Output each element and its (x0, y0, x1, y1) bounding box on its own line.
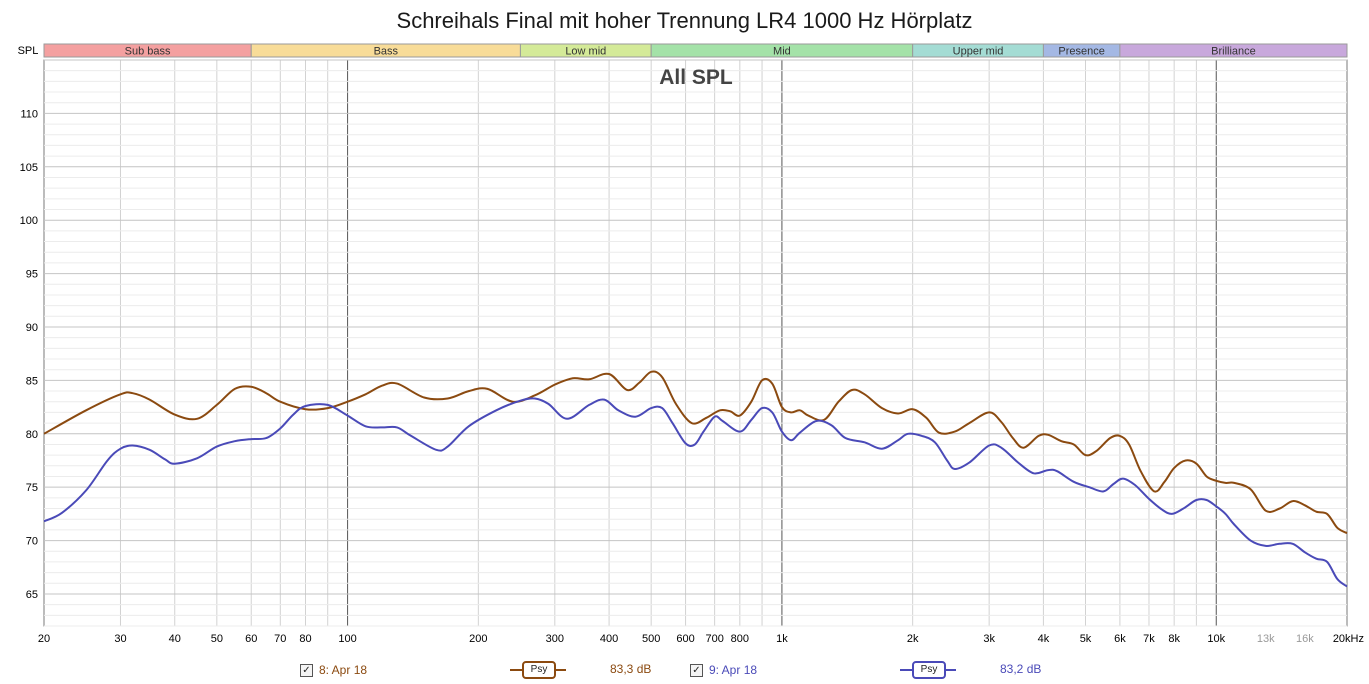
band-label-0: Sub bass (125, 46, 171, 58)
band-label-1: Bass (374, 46, 399, 58)
x-tick-label: 300 (546, 633, 564, 645)
spl-chart: SPL Sub bass Bass Low mid Mid Upper mid Prese… (18, 43, 1364, 645)
legend-checkbox-2[interactable]: ✓ (690, 663, 703, 677)
y-tick-label: 100 (20, 215, 38, 227)
band-label-2: Low mid (565, 46, 606, 58)
legend-checkbox-1[interactable]: ✓ (300, 663, 313, 677)
x-tick-label: 50 (211, 633, 223, 645)
x-tick-label: 40 (169, 633, 181, 645)
psy-smoothing-button-2[interactable]: Psy (900, 661, 956, 679)
psy-label-1: Psy (522, 661, 556, 679)
psy-label-2: Psy (912, 661, 946, 679)
series-line-1 (43, 370, 1348, 534)
x-tick-label: 5k (1080, 633, 1092, 645)
x-tick-label: 4k (1038, 633, 1050, 645)
x-tick-label: 500 (642, 633, 660, 645)
legend-item-2[interactable]: ✓ 9: Apr 18 (690, 660, 757, 680)
x-tick-label: 7k (1143, 633, 1155, 645)
legend-label-2: 9: Apr 18 (709, 663, 758, 677)
y-tick-label: 80 (26, 429, 38, 441)
x-tick-label: 20 (38, 633, 50, 645)
frequency-bands: Sub bass Bass Low mid Mid Upper mid Presence B… (43, 43, 1348, 58)
band-label-5: Presence (1058, 46, 1104, 58)
x-tick-label: 20kHz (1333, 633, 1364, 645)
y-tick-label: 110 (20, 108, 38, 120)
x-tick-label: 100 (338, 633, 356, 645)
x-tick-label: 13k (1257, 633, 1275, 645)
y-tick-label: 85 (26, 375, 38, 387)
y-tick-label: 65 (26, 589, 38, 601)
x-tick-label: 16k (1296, 633, 1314, 645)
legend-item-1[interactable]: ✓ 8: Apr 18 (300, 660, 367, 680)
x-tick-label: 6k (1114, 633, 1126, 645)
x-tick-label: 80 (299, 633, 311, 645)
y-tick-label: 70 (26, 536, 38, 548)
y-tick-label: 75 (26, 482, 38, 494)
inner-title: All SPL (659, 66, 733, 89)
plot-area (43, 59, 1348, 627)
axes: 65 70 75 80 85 90 95 100 105 110 20 30 40 50 60 70 80 100… (20, 108, 1364, 645)
band-6 (1119, 43, 1348, 58)
series-line-2 (43, 397, 1348, 588)
x-tick-label: 10k (1207, 633, 1225, 645)
x-tick-label: 700 (705, 633, 723, 645)
legend-db-2: 83,2 dB (1000, 662, 1042, 676)
x-tick-label: 30 (114, 633, 126, 645)
y-tick-label: 105 (20, 162, 38, 174)
x-tick-label: 70 (274, 633, 286, 645)
x-tick-label: 8k (1168, 633, 1180, 645)
x-tick-label: 600 (676, 633, 694, 645)
x-tick-label: 800 (731, 633, 749, 645)
band-label-4: Upper mid (953, 46, 1004, 58)
x-tick-label: 60 (245, 633, 257, 645)
x-tick-label: 400 (600, 633, 618, 645)
legend-db-1: 83,3 dB (610, 662, 652, 676)
x-tick-label: 1k (776, 633, 788, 645)
psy-smoothing-button-1[interactable]: Psy (510, 661, 566, 679)
chart-title: Schreihals Final mit hoher Trennung LR4 … (396, 8, 973, 33)
x-tick-label: 2k (907, 633, 919, 645)
y-tick-label: 90 (26, 322, 38, 334)
x-tick-label: 3k (983, 633, 995, 645)
grid (43, 59, 1348, 627)
series-lines (43, 370, 1348, 588)
band-label-3: Mid (773, 46, 791, 58)
y-axis-label: SPL (18, 45, 39, 57)
y-tick-label: 95 (26, 269, 38, 281)
legend-label-1: 8: Apr 18 (319, 663, 368, 677)
band-label-6: Brilliance (1211, 46, 1256, 58)
x-tick-label: 200 (469, 633, 487, 645)
